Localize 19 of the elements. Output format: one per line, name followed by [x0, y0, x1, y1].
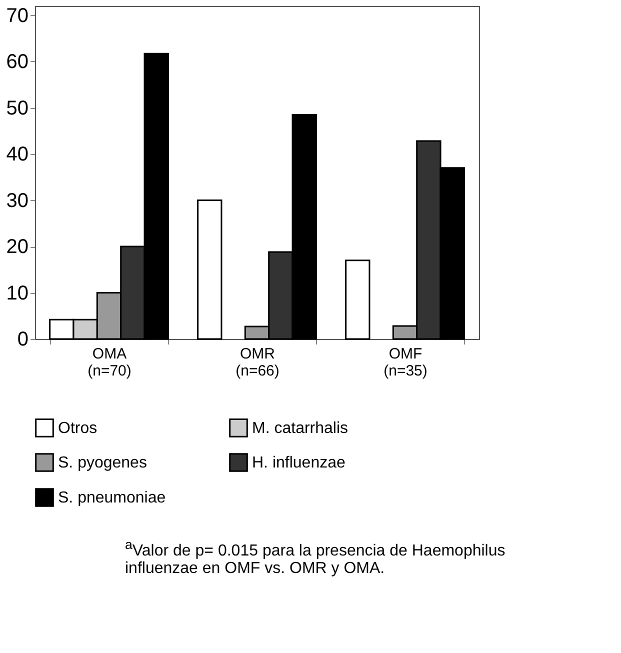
- legend-label: M. catarrhalis: [252, 420, 348, 437]
- y-tick-label: 0: [17, 328, 28, 350]
- y-tick-label: 60: [6, 51, 28, 73]
- legend-label: H. influenzae: [252, 454, 346, 472]
- x-tick-label: OMR (n=66): [236, 346, 280, 380]
- y-tick-label: 20: [6, 236, 28, 258]
- bar: [197, 200, 222, 340]
- y-tick-label: 40: [6, 144, 28, 166]
- y-tick-label: 70: [6, 4, 28, 27]
- y-tick-label: 30: [6, 190, 28, 212]
- legend-label: S. pyogenes: [58, 454, 147, 472]
- x-tick-label: OMA (n=70): [88, 346, 132, 380]
- bar: [345, 260, 370, 340]
- y-tick-label: 50: [6, 97, 28, 120]
- legend-label: S. pneumoniae: [58, 490, 166, 506]
- text: $^{a}$Valor de p= 0.015 para la presencia de Haemophilus influenzae en OMF vs. OMR y OMA.: [125, 537, 506, 578]
- y-tick-label: 10: [6, 282, 28, 304]
- x-tick-label: OMF (n=35): [384, 346, 428, 380]
- legend-label: Otros: [58, 420, 98, 437]
